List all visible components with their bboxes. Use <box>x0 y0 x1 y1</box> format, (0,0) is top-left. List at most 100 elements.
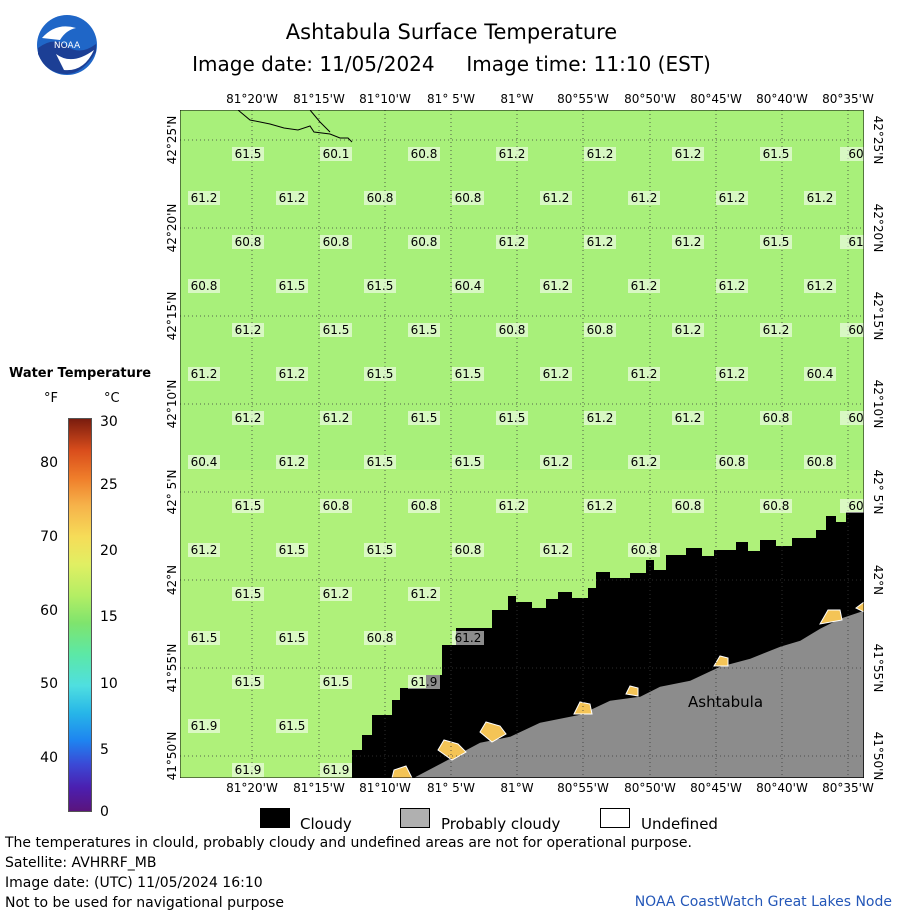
svg-text:61.2: 61.2 <box>543 543 570 557</box>
temperature-value: 61.2 <box>628 279 660 293</box>
legend-cloudy-label: Cloudy <box>300 815 352 833</box>
svg-text:61.2: 61.2 <box>631 191 658 205</box>
coastal-ice <box>391 601 864 778</box>
temperature-value: 61.2 <box>320 587 352 601</box>
temperature-value: 60.8 <box>584 323 616 337</box>
svg-text:60.8: 60.8 <box>367 631 394 645</box>
temperature-value: 60 <box>840 323 864 337</box>
svg-text:60.8: 60.8 <box>807 455 834 469</box>
svg-text:60.8: 60.8 <box>499 323 526 337</box>
svg-text:61.2: 61.2 <box>323 587 350 601</box>
svg-text:61.2: 61.2 <box>719 191 746 205</box>
svg-text:61.2: 61.2 <box>543 367 570 381</box>
svg-text:60.8: 60.8 <box>235 235 262 249</box>
svg-text:61.5: 61.5 <box>411 323 438 337</box>
svg-text:61.5: 61.5 <box>367 367 394 381</box>
temperature-value: 60.4 <box>188 455 220 469</box>
city-label-ashtabula: Ashtabula <box>688 693 763 711</box>
svg-text:61.2: 61.2 <box>587 147 614 161</box>
temperature-value: 61.9 <box>408 675 440 689</box>
longitude-label: 80°45'W <box>690 781 742 795</box>
svg-text:61.2: 61.2 <box>675 323 702 337</box>
longitude-label: 80°40'W <box>756 781 808 795</box>
svg-text:61.5: 61.5 <box>235 675 262 689</box>
svg-text:61.2: 61.2 <box>499 147 526 161</box>
svg-text:60.8: 60.8 <box>675 499 702 513</box>
temperature-value: 60.8 <box>364 631 396 645</box>
temperature-value: 60 <box>840 147 864 161</box>
svg-text:61.9: 61.9 <box>323 763 350 777</box>
page-title: Ashtabula Surface Temperature <box>285 20 618 44</box>
svg-text:61.2: 61.2 <box>235 323 262 337</box>
temperature-value: 60.8 <box>232 235 264 249</box>
temperature-value: 61.2 <box>716 279 748 293</box>
temperature-value: 60.8 <box>716 455 748 469</box>
temperature-value: 61.5 <box>232 675 264 689</box>
temperature-value: 61.2 <box>452 631 484 645</box>
svg-text:61.2: 61.2 <box>499 499 526 513</box>
svg-text:60.8: 60.8 <box>191 279 218 293</box>
temperature-value: 61.5 <box>496 411 528 425</box>
temperature-value: 60.8 <box>496 323 528 337</box>
longitude-label: 80°50'W <box>624 92 676 106</box>
longitude-label: 81° 5'W <box>427 781 475 795</box>
temperature-value: 61.5 <box>232 499 264 513</box>
temperature-value: 61.5 <box>364 279 396 293</box>
temperature-value: 61.9 <box>188 719 220 733</box>
longitude-label: 81°20'W <box>226 781 278 795</box>
temperature-value: 60.8 <box>408 499 440 513</box>
temperature-value: 61.2 <box>276 367 308 381</box>
temperature-value: 60.8 <box>804 455 836 469</box>
svg-text:61.2: 61.2 <box>763 323 790 337</box>
temperature-value: 61.5 <box>320 675 352 689</box>
temperature-value: 61.9 <box>320 763 352 777</box>
temperature-value: 61.5 <box>364 543 396 557</box>
temperature-value: 61.2 <box>408 587 440 601</box>
svg-text:61.2: 61.2 <box>191 191 218 205</box>
temperature-value: 61.2 <box>760 323 792 337</box>
temperature-value: 61.2 <box>276 191 308 205</box>
latitude-label: 42°10'N <box>165 379 179 429</box>
svg-text:60.8: 60.8 <box>323 499 350 513</box>
temperature-value: 60.8 <box>452 191 484 205</box>
temperature-value: 60.4 <box>452 279 484 293</box>
longitude-label: 80°55'W <box>557 781 609 795</box>
svg-text:61.2: 61.2 <box>411 587 438 601</box>
f-tick: 80 <box>40 455 58 471</box>
svg-text:61.2: 61.2 <box>279 191 306 205</box>
svg-text:61.5: 61.5 <box>279 543 306 557</box>
svg-text:61.5: 61.5 <box>279 631 306 645</box>
temperature-colorbar <box>68 418 92 812</box>
temperature-value: 60.1 <box>320 147 352 161</box>
temperature-value: 61.2 <box>540 279 572 293</box>
temperature-value: 61.2 <box>540 191 572 205</box>
temperature-value: 61.2 <box>276 455 308 469</box>
legend-probably-cloudy-label: Probably cloudy <box>441 815 561 833</box>
temperature-value: 61.5 <box>276 279 308 293</box>
temperature-value: 61.2 <box>188 543 220 557</box>
svg-text:60.8: 60.8 <box>367 191 394 205</box>
svg-text:60: 60 <box>848 499 863 513</box>
svg-text:61.5: 61.5 <box>367 455 394 469</box>
svg-text:60: 60 <box>848 323 863 337</box>
svg-text:61.5: 61.5 <box>279 279 306 293</box>
svg-text:60.8: 60.8 <box>763 499 790 513</box>
svg-text:60.8: 60.8 <box>763 411 790 425</box>
c-tick: 15 <box>100 609 118 625</box>
longitude-label: 81°15'W <box>293 781 345 795</box>
temperature-value: 61.2 <box>672 323 704 337</box>
svg-text:61.2: 61.2 <box>719 279 746 293</box>
temperature-value: 61.2 <box>716 367 748 381</box>
navigation-warning: Not to be used for navigational purpose <box>5 895 284 911</box>
temperature-value: 61.2 <box>804 279 836 293</box>
temperature-value: 61.2 <box>320 411 352 425</box>
svg-text:60.4: 60.4 <box>191 455 218 469</box>
svg-text:60.4: 60.4 <box>455 279 482 293</box>
svg-text:60.8: 60.8 <box>587 323 614 337</box>
longitude-label: 81°10'W <box>359 92 411 106</box>
svg-text:61.5: 61.5 <box>411 411 438 425</box>
svg-text:61.9: 61.9 <box>235 763 262 777</box>
svg-text:60: 60 <box>848 411 863 425</box>
latitude-label: 42° 5'N <box>871 469 885 515</box>
svg-text:61.2: 61.2 <box>191 543 218 557</box>
